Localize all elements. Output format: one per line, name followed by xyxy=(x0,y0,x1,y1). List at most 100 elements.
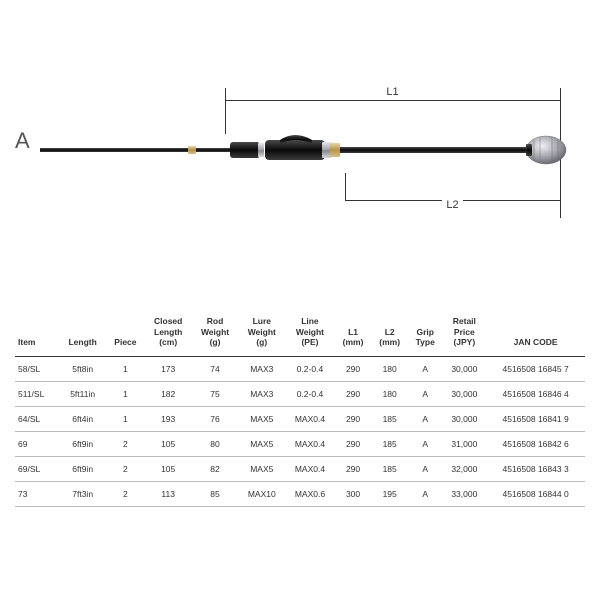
table-cell: 4516508 16842 6 xyxy=(486,431,585,456)
rod-diagram: A L1 L2 xyxy=(15,80,585,290)
table-cell: 7ft3in xyxy=(59,481,106,506)
table-cell: A xyxy=(408,481,442,506)
table-cell: 290 xyxy=(335,456,372,481)
table-cell: 30,000 xyxy=(442,381,486,406)
table-cell: A xyxy=(408,456,442,481)
table-cell: 69/SL xyxy=(15,456,59,481)
table-cell: 75 xyxy=(192,381,239,406)
table-cell: A xyxy=(408,381,442,406)
table-cell: 32,000 xyxy=(442,456,486,481)
column-header: Grip Type xyxy=(408,310,442,356)
table-cell: 69 xyxy=(15,431,59,456)
table-cell: 80 xyxy=(192,431,239,456)
table-cell: 511/SL xyxy=(15,381,59,406)
dimension-l1-label: L1 xyxy=(382,86,402,98)
column-header: L1 (mm) xyxy=(335,310,372,356)
table-cell: 2 xyxy=(106,481,145,506)
table-cell: 1 xyxy=(106,406,145,431)
table-cell: 33,000 xyxy=(442,481,486,506)
table-cell: 290 xyxy=(335,431,372,456)
table-cell: 105 xyxy=(145,431,192,456)
column-header: Line Weight (PE) xyxy=(285,310,335,356)
table-cell: 290 xyxy=(335,406,372,431)
column-header: Item xyxy=(15,310,59,356)
table-cell: 4516508 16841 9 xyxy=(486,406,585,431)
table-row: 64/SL6ft4in119376MAX5MAX0.4290185A30,000… xyxy=(15,406,585,431)
table-cell: 195 xyxy=(371,481,408,506)
table-cell: 2 xyxy=(106,431,145,456)
column-header: Length xyxy=(59,310,106,356)
table-cell: 5ft11in xyxy=(59,381,106,406)
dimension-l2-label: L2 xyxy=(442,199,462,211)
column-header: Retail Price (JPY) xyxy=(442,310,486,356)
table-cell: A xyxy=(408,406,442,431)
table-cell: 182 xyxy=(145,381,192,406)
table-cell: 58/SL xyxy=(15,356,59,381)
table-cell: 185 xyxy=(371,431,408,456)
table-cell: 185 xyxy=(371,406,408,431)
table-cell: 2 xyxy=(106,456,145,481)
table-cell: 1 xyxy=(106,356,145,381)
column-header: Rod Weight (g) xyxy=(192,310,239,356)
table-cell: 6ft9in xyxy=(59,431,106,456)
table-row: 737ft3in211385MAX10MAX0.6300195A33,00045… xyxy=(15,481,585,506)
table-cell: MAX0.4 xyxy=(285,406,335,431)
spec-table: ItemLengthPieceClosed Length (cm)Rod Wei… xyxy=(15,310,585,507)
table-cell: MAX5 xyxy=(238,431,285,456)
table-cell: MAX5 xyxy=(238,406,285,431)
table-cell: 30,000 xyxy=(442,356,486,381)
table-cell: 5ft8in xyxy=(59,356,106,381)
table-row: 696ft9in210580MAX5MAX0.4290185A31,000451… xyxy=(15,431,585,456)
table-cell: 76 xyxy=(192,406,239,431)
dimension-l1: L1 xyxy=(225,88,560,101)
table-cell: MAX0.6 xyxy=(285,481,335,506)
column-header: JAN CODE xyxy=(486,310,585,356)
table-cell: 1 xyxy=(106,381,145,406)
table-cell: A xyxy=(408,431,442,456)
table-cell: 73 xyxy=(15,481,59,506)
table-cell: MAX0.4 xyxy=(285,431,335,456)
table-cell: 193 xyxy=(145,406,192,431)
table-cell: MAX10 xyxy=(238,481,285,506)
table-cell: 4516508 16845 7 xyxy=(486,356,585,381)
rod-illustration xyxy=(40,120,570,180)
dimension-l2: L2 xyxy=(345,200,560,213)
table-cell: MAX3 xyxy=(238,381,285,406)
table-cell: MAX3 xyxy=(238,356,285,381)
column-header: L2 (mm) xyxy=(371,310,408,356)
table-row: 511/SL5ft11in118275MAX30.2-0.4290180A30,… xyxy=(15,381,585,406)
table-row: 69/SL6ft9in210582MAX5MAX0.4290185A32,000… xyxy=(15,456,585,481)
table-cell: MAX0.4 xyxy=(285,456,335,481)
table-cell: 290 xyxy=(335,356,372,381)
table-cell: 0.2-0.4 xyxy=(285,356,335,381)
grip-type-label: A xyxy=(15,128,30,154)
table-cell: 82 xyxy=(192,456,239,481)
column-header: Lure Weight (g) xyxy=(238,310,285,356)
table-cell: 6ft9in xyxy=(59,456,106,481)
table-cell: 6ft4in xyxy=(59,406,106,431)
table-cell: 113 xyxy=(145,481,192,506)
spec-table-body: 58/SL5ft8in117374MAX30.2-0.4290180A30,00… xyxy=(15,356,585,506)
table-cell: 4516508 16843 3 xyxy=(486,456,585,481)
column-header: Closed Length (cm) xyxy=(145,310,192,356)
table-cell: A xyxy=(408,356,442,381)
spec-table-head: ItemLengthPieceClosed Length (cm)Rod Wei… xyxy=(15,310,585,356)
table-cell: MAX5 xyxy=(238,456,285,481)
table-cell: 173 xyxy=(145,356,192,381)
table-cell: 0.2-0.4 xyxy=(285,381,335,406)
table-row: 58/SL5ft8in117374MAX30.2-0.4290180A30,00… xyxy=(15,356,585,381)
table-cell: 180 xyxy=(371,381,408,406)
table-cell: 64/SL xyxy=(15,406,59,431)
table-cell: 105 xyxy=(145,456,192,481)
table-cell: 180 xyxy=(371,356,408,381)
table-cell: 30,000 xyxy=(442,406,486,431)
table-cell: 31,000 xyxy=(442,431,486,456)
table-cell: 4516508 16846 4 xyxy=(486,381,585,406)
table-cell: 185 xyxy=(371,456,408,481)
table-cell: 4516508 16844 0 xyxy=(486,481,585,506)
table-cell: 290 xyxy=(335,381,372,406)
column-header: Piece xyxy=(106,310,145,356)
table-cell: 85 xyxy=(192,481,239,506)
table-cell: 74 xyxy=(192,356,239,381)
table-cell: 300 xyxy=(335,481,372,506)
